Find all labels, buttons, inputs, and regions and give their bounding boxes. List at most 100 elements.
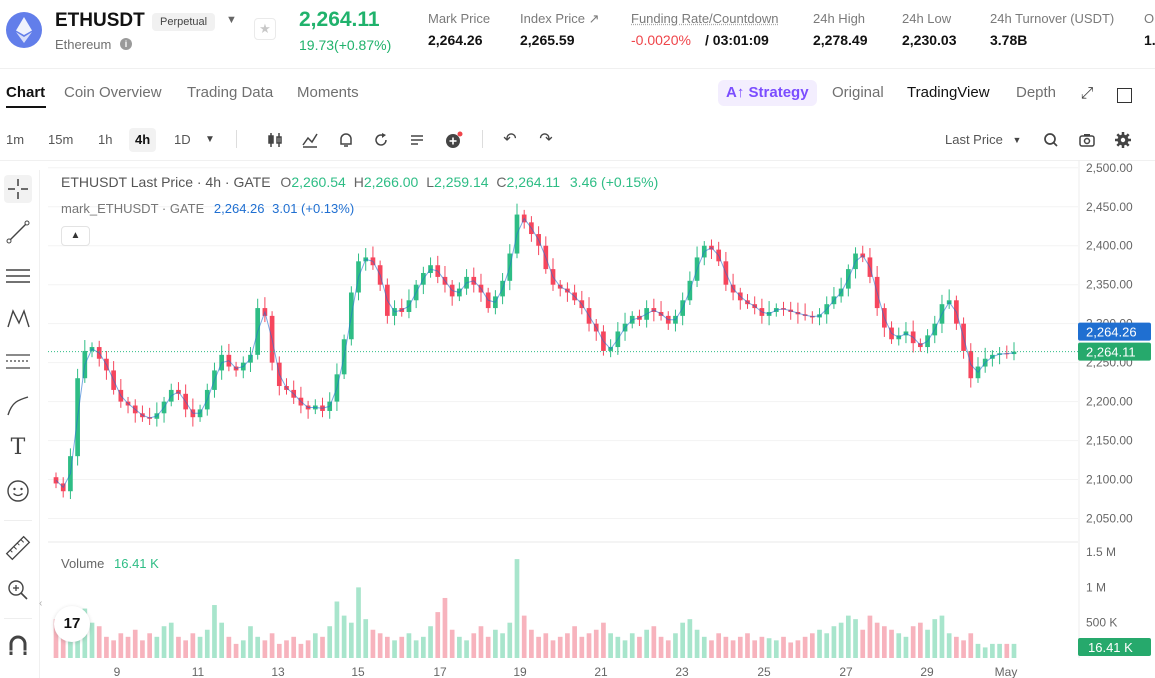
tab-tradingview[interactable]: TradingView (907, 84, 990, 101)
volume-bar (773, 640, 779, 658)
interval-1m[interactable]: 1m (6, 132, 25, 147)
collapse-legend-button[interactable]: ▲ (61, 226, 90, 246)
emoji-icon[interactable] (4, 477, 32, 505)
window-icon[interactable] (1117, 88, 1132, 103)
volume-value-tag-text: 16.41 K (1088, 640, 1133, 655)
toolbar-separator (236, 130, 237, 148)
volume-bar (550, 640, 556, 658)
toolbar-divider (0, 160, 1155, 161)
tab-moments[interactable]: Moments (297, 84, 359, 101)
last-price-tag (1078, 342, 1151, 361)
volume-bar (53, 619, 59, 658)
volume-bar (860, 629, 866, 658)
symbol-name[interactable]: ETHUSDT (55, 10, 145, 31)
expand-icon[interactable]: ⤢ (1080, 85, 1094, 102)
star-icon[interactable]: ★ (254, 18, 276, 40)
tab-coin-overview[interactable]: Coin Overview (64, 84, 162, 101)
volume-bar (665, 640, 671, 658)
ruler-icon[interactable] (4, 534, 32, 562)
chart-canvas[interactable]: 2,500.002,450.002,400.002,350.002,300.00… (48, 160, 1155, 678)
replay-icon[interactable] (371, 130, 391, 150)
strategy-button[interactable]: A↑ Strategy (718, 80, 817, 106)
price-change: 19.73(+0.87%) (299, 37, 392, 53)
alert-icon[interactable] (336, 130, 356, 150)
volume-bar (982, 647, 988, 658)
volume-bar (954, 636, 959, 658)
volume-bar (507, 622, 513, 658)
volume-axis-tick: 500 K (1086, 616, 1117, 630)
symbol-dropdown-icon[interactable]: ▼ (226, 14, 237, 26)
ticker-header: ETHUSDT Perpetual ▼ Ethereum i ★ 2,264.1… (0, 0, 1155, 68)
interval-15m[interactable]: 15m (48, 132, 74, 147)
volume-bar (709, 640, 714, 658)
index-price-label[interactable]: Index Price ↗ (520, 11, 600, 26)
add-icon[interactable] (444, 130, 464, 150)
funding-rate-label[interactable]: Funding Rate/Countdown (631, 11, 779, 26)
time-axis-tick: 29 (920, 665, 934, 678)
search-icon[interactable] (1041, 130, 1061, 150)
price-axis-tick: 2,400.00 (1086, 239, 1133, 253)
volume-bar (413, 640, 419, 658)
horizontal-lines-icon[interactable] (4, 262, 32, 290)
magnet-icon[interactable] (4, 632, 32, 660)
open-interest-label: O (1144, 11, 1155, 26)
volume-legend: Volume 16.41 K (61, 556, 159, 571)
volume-bar (990, 643, 995, 658)
gear-icon[interactable] (1113, 130, 1133, 150)
interval-4h[interactable]: 4h (129, 128, 157, 152)
tab-original[interactable]: Original (832, 84, 884, 101)
time-axis-tick: 11 (192, 665, 205, 678)
tab-depth[interactable]: Depth (1016, 84, 1057, 101)
trendline-icon[interactable] (4, 218, 32, 246)
candles-icon[interactable] (265, 130, 285, 150)
tab-chart[interactable]: Chart (6, 84, 46, 101)
volume-bar (96, 626, 102, 658)
volume-bar (543, 633, 549, 658)
volume-bar (557, 636, 563, 658)
volume-bar (637, 636, 642, 658)
brush-icon[interactable] (4, 392, 32, 420)
camera-icon[interactable] (1077, 130, 1097, 150)
volume-bar (226, 636, 232, 658)
tab-trading-data[interactable]: Trading Data (187, 84, 274, 101)
mark-price-label[interactable]: Mark Price (428, 11, 491, 26)
volume-bar (75, 633, 80, 658)
main-series-name: ETHUSDT Last Price · 4h · GATE (61, 174, 271, 190)
volume-bar (464, 640, 469, 658)
tradingview-logo[interactable]: 17 (54, 606, 90, 642)
interval-1d[interactable]: 1D (174, 132, 191, 147)
text-icon[interactable]: T (10, 435, 26, 460)
volume-bar (680, 622, 686, 658)
volume-bar (737, 636, 743, 658)
close-value: 2,264.11 (506, 174, 560, 190)
pattern-icon[interactable] (4, 305, 32, 333)
undo-icon[interactable]: ↶ (503, 131, 517, 148)
interval-1h[interactable]: 1h (98, 132, 113, 147)
redo-icon[interactable]: ↷ (539, 131, 553, 148)
interval-dropdown-icon[interactable]: ▼ (205, 134, 215, 145)
volume-bar (759, 636, 765, 658)
fib-icon[interactable] (4, 348, 32, 376)
zoom-icon[interactable] (4, 576, 32, 604)
time-axis-tick: 19 (513, 665, 527, 678)
collapse-handle-icon[interactable]: ‹ (39, 598, 43, 609)
volume-bar (276, 643, 282, 658)
price-chart[interactable]: 2,500.002,450.002,400.002,350.002,300.00… (48, 160, 1155, 678)
volume-bar (939, 615, 945, 658)
time-axis-tick: May (995, 665, 1018, 678)
volume-bar (788, 642, 794, 658)
header-divider (0, 68, 1155, 69)
settings-lines-icon[interactable] (407, 130, 427, 150)
time-axis-tick: 15 (351, 665, 365, 678)
info-icon[interactable]: i (120, 38, 132, 50)
price-type-dropdown-icon[interactable]: ▼ (1012, 135, 1022, 145)
price-axis-tick: 2,450.00 (1086, 200, 1133, 214)
volume-bar (521, 615, 527, 658)
price-type-select[interactable]: Last Price (945, 132, 1003, 147)
indicator-icon[interactable] (300, 130, 320, 150)
volume-bar (197, 636, 203, 658)
mark-series-legend: mark_ETHUSDT · GATE 2,264.26 3.01 (+0.13… (61, 201, 354, 216)
crosshair-icon[interactable] (4, 175, 32, 203)
volume-bar (363, 619, 369, 658)
volume-bar (629, 633, 635, 658)
